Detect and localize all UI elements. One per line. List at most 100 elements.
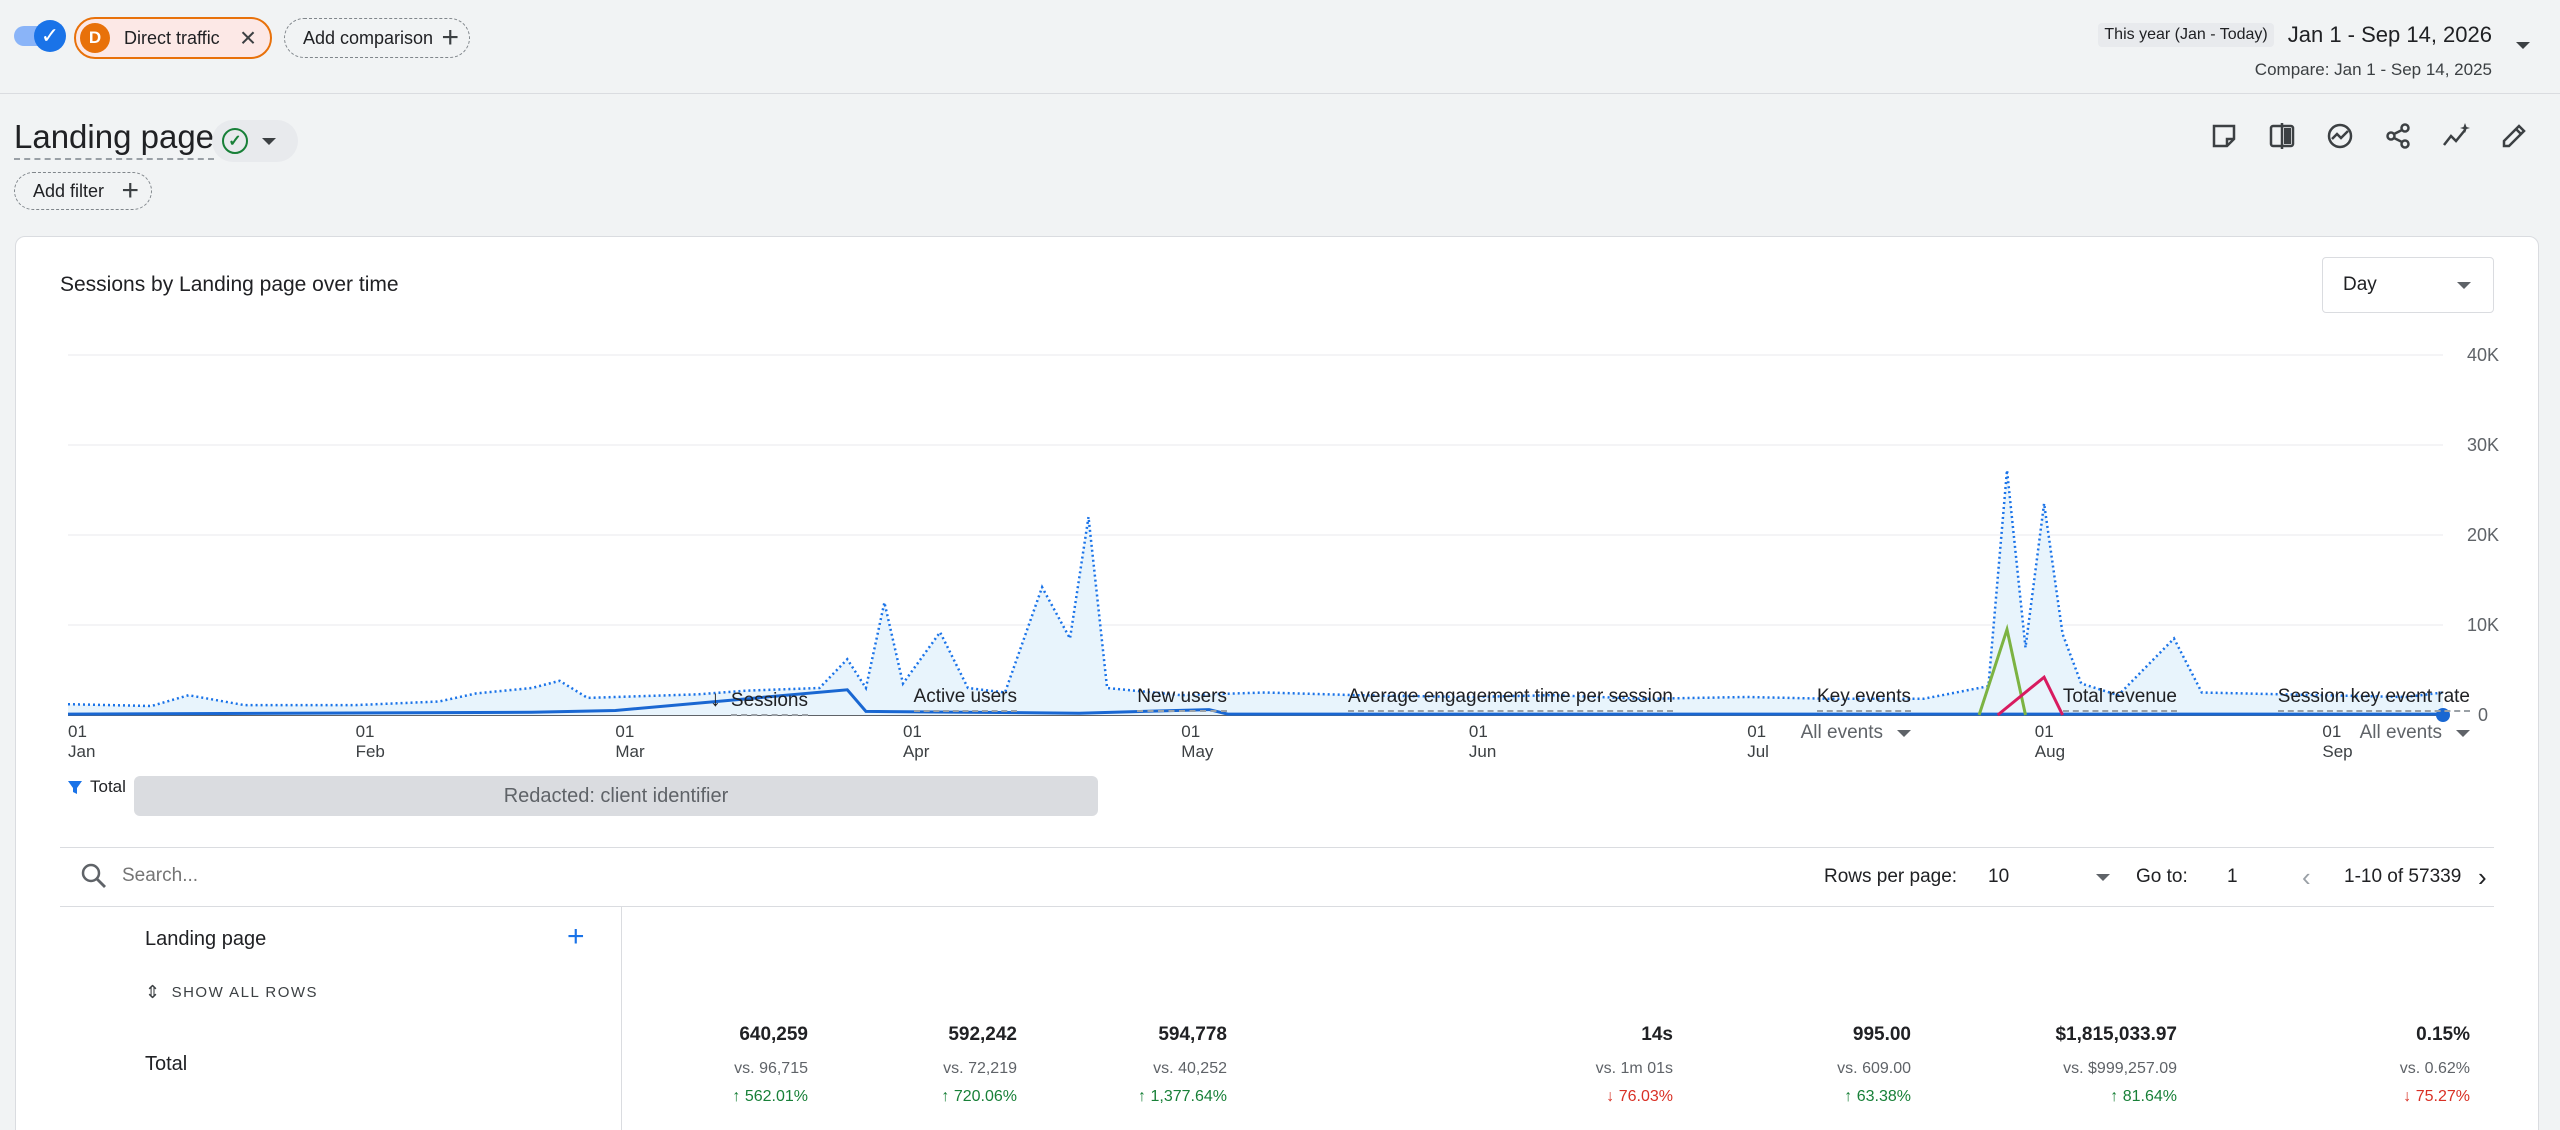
arrow-up-icon: ↑ bbox=[2110, 1088, 2123, 1105]
date-preset-pill: This year (Jan - Today) bbox=[2098, 23, 2274, 47]
x-tick-month: May bbox=[1181, 742, 1214, 761]
metric-header-2[interactable]: New users bbox=[1137, 686, 1227, 712]
y-tick-label: 0 bbox=[2478, 705, 2488, 725]
report-toolbar bbox=[2206, 118, 2532, 154]
expand-icon: ⇕ bbox=[145, 982, 162, 1002]
chevron-down-icon[interactable] bbox=[2516, 42, 2530, 49]
metric-header-5[interactable]: Total revenue bbox=[2062, 686, 2177, 712]
chevron-down-icon bbox=[262, 137, 276, 145]
metric-total-value: $1,815,033.97 bbox=[2055, 1024, 2177, 1045]
metric-change-percent: 81.64% bbox=[2122, 1088, 2177, 1105]
explore-icon[interactable] bbox=[2438, 118, 2474, 154]
report-card: Sessions by Landing page over time Day 4… bbox=[15, 236, 2539, 1130]
granularity-value: Day bbox=[2343, 274, 2377, 295]
add-dimension-button[interactable]: + bbox=[567, 920, 585, 953]
metric-compare-value: vs. 1m 01s bbox=[1595, 1060, 1673, 1077]
arrow-up-icon: ↑ bbox=[732, 1088, 745, 1105]
metric-total-cell: $1,815,033.97 vs. $999,257.09 ↑ 81.64% bbox=[2055, 1024, 2177, 1106]
metric-change-percent: 75.27% bbox=[2415, 1088, 2470, 1105]
metric-total-value: 995.00 bbox=[1852, 1024, 1911, 1045]
x-tick-month: Sep bbox=[2322, 742, 2352, 761]
metric-compare-value: vs. 96,715 bbox=[734, 1060, 808, 1077]
report-status-dropdown[interactable]: ✓ bbox=[212, 120, 298, 162]
x-tick-day: 01 bbox=[1747, 722, 1766, 741]
page-title[interactable]: Landing page bbox=[14, 118, 215, 160]
date-range: Jan 1 - Sep 14, 2026 bbox=[2287, 22, 2492, 47]
metric-header-1[interactable]: Active users bbox=[913, 686, 1017, 712]
check-icon: ✓ bbox=[34, 20, 66, 52]
chevron-down-icon[interactable] bbox=[2096, 874, 2110, 881]
insights-icon[interactable] bbox=[2322, 118, 2358, 154]
metric-change-percent: 720.06% bbox=[953, 1088, 1017, 1105]
metric-header-3[interactable]: Average engagement time per session bbox=[1348, 686, 1673, 712]
metric-compare-value: vs. 72,219 bbox=[943, 1060, 1017, 1077]
plus-icon: + bbox=[441, 21, 459, 54]
metric-header-label[interactable]: New users bbox=[1137, 686, 1227, 712]
y-tick-label: 20K bbox=[2467, 525, 2499, 545]
metric-header-6[interactable]: Session key event rate All events bbox=[2277, 686, 2470, 744]
goto-label: Go to: bbox=[2136, 866, 2188, 887]
x-tick-month: Aug bbox=[2035, 742, 2065, 761]
search-box[interactable] bbox=[80, 862, 522, 890]
metric-header-label[interactable]: Sessions bbox=[730, 690, 808, 716]
metric-total-cell: 592,242 vs. 72,219 ↑ 720.06% bbox=[941, 1024, 1017, 1106]
event-filter-label: All events bbox=[2359, 722, 2442, 743]
x-tick-month: Jun bbox=[1469, 742, 1496, 761]
chevron-down-icon bbox=[2456, 729, 2470, 737]
compare-icon[interactable] bbox=[2264, 118, 2300, 154]
dimension-header[interactable]: Landing page bbox=[145, 928, 267, 950]
chevron-right-icon[interactable]: › bbox=[2478, 862, 2487, 892]
metric-change: ↓ 76.03% bbox=[1596, 1088, 1673, 1106]
comparison-chip-letter: D bbox=[80, 23, 110, 53]
legend-total-label: Total bbox=[90, 777, 126, 796]
annotation-icon[interactable] bbox=[2206, 118, 2242, 154]
metric-header-label[interactable]: Total revenue bbox=[2062, 686, 2177, 712]
edit-icon[interactable] bbox=[2496, 118, 2532, 154]
metric-header-0[interactable]: ↓ Sessions bbox=[710, 686, 808, 716]
x-tick-day: 01 bbox=[356, 722, 375, 741]
metric-total-value: 640,259 bbox=[739, 1024, 808, 1045]
comparison-toggle[interactable]: ✓ bbox=[14, 20, 66, 52]
metric-header-label[interactable]: Key events bbox=[1817, 686, 1911, 712]
add-filter-button[interactable]: Add filter + bbox=[14, 172, 152, 210]
metric-header-label[interactable]: Active users bbox=[913, 686, 1017, 712]
metric-change: ↓ 75.27% bbox=[2400, 1088, 2470, 1106]
comparison-chip[interactable]: D Direct traffic × bbox=[74, 17, 272, 59]
x-tick-month: Jan bbox=[68, 742, 95, 761]
rows-per-page-select[interactable]: 10 bbox=[1988, 866, 2010, 887]
metric-header-4[interactable]: Key events All events bbox=[1801, 686, 1911, 744]
series-area-total bbox=[68, 470, 2443, 715]
plus-icon: + bbox=[121, 174, 139, 207]
close-icon[interactable]: × bbox=[239, 22, 257, 53]
arrow-up-icon: ↑ bbox=[1138, 1088, 1151, 1105]
series-line-2 bbox=[1977, 623, 2027, 716]
metric-change: ↑ 562.01% bbox=[732, 1088, 808, 1106]
sessions-line-chart[interactable]: 40K30K20K10K001Jan01Feb01Mar01Apr01May01… bbox=[16, 325, 2540, 765]
show-all-rows-button[interactable]: ⇕ SHOW ALL ROWS bbox=[145, 982, 318, 1003]
add-comparison-button[interactable]: Add comparison + bbox=[284, 18, 470, 58]
date-range-picker[interactable]: This year (Jan - Today) Jan 1 - Sep 14, … bbox=[2098, 22, 2492, 80]
granularity-select[interactable]: Day bbox=[2322, 257, 2494, 313]
sort-desc-icon[interactable]: ↓ bbox=[709, 686, 721, 711]
metric-total-cell: 594,778 vs. 40,252 ↑ 1,377.64% bbox=[1138, 1024, 1227, 1106]
chevron-down-icon bbox=[2457, 282, 2471, 289]
x-tick-day: 01 bbox=[2322, 722, 2341, 741]
arrow-down-icon: ↓ bbox=[1606, 1088, 1619, 1105]
goto-input[interactable]: 1 bbox=[2227, 866, 2238, 887]
share-icon[interactable] bbox=[2380, 118, 2416, 154]
x-tick-day: 01 bbox=[1181, 722, 1200, 741]
metric-header-label[interactable]: Average engagement time per session bbox=[1348, 686, 1673, 712]
x-tick-day: 01 bbox=[903, 722, 922, 741]
event-filter-dropdown[interactable]: All events bbox=[1801, 722, 1911, 744]
comparison-chip-label: Direct traffic bbox=[124, 27, 220, 48]
metric-change: ↑ 63.38% bbox=[1837, 1088, 1911, 1106]
add-comparison-label: Add comparison bbox=[303, 27, 434, 48]
event-filter-dropdown[interactable]: All events bbox=[2278, 722, 2470, 744]
chevron-left-icon[interactable]: ‹ bbox=[2302, 862, 2311, 892]
dimension-column bbox=[59, 906, 622, 1130]
x-tick-month: Jul bbox=[1747, 742, 1769, 761]
search-icon bbox=[81, 863, 106, 888]
compare-range: Compare: Jan 1 - Sep 14, 2025 bbox=[2254, 60, 2492, 79]
metric-header-label[interactable]: Session key event rate bbox=[2277, 686, 2470, 712]
search-input[interactable] bbox=[122, 865, 522, 887]
